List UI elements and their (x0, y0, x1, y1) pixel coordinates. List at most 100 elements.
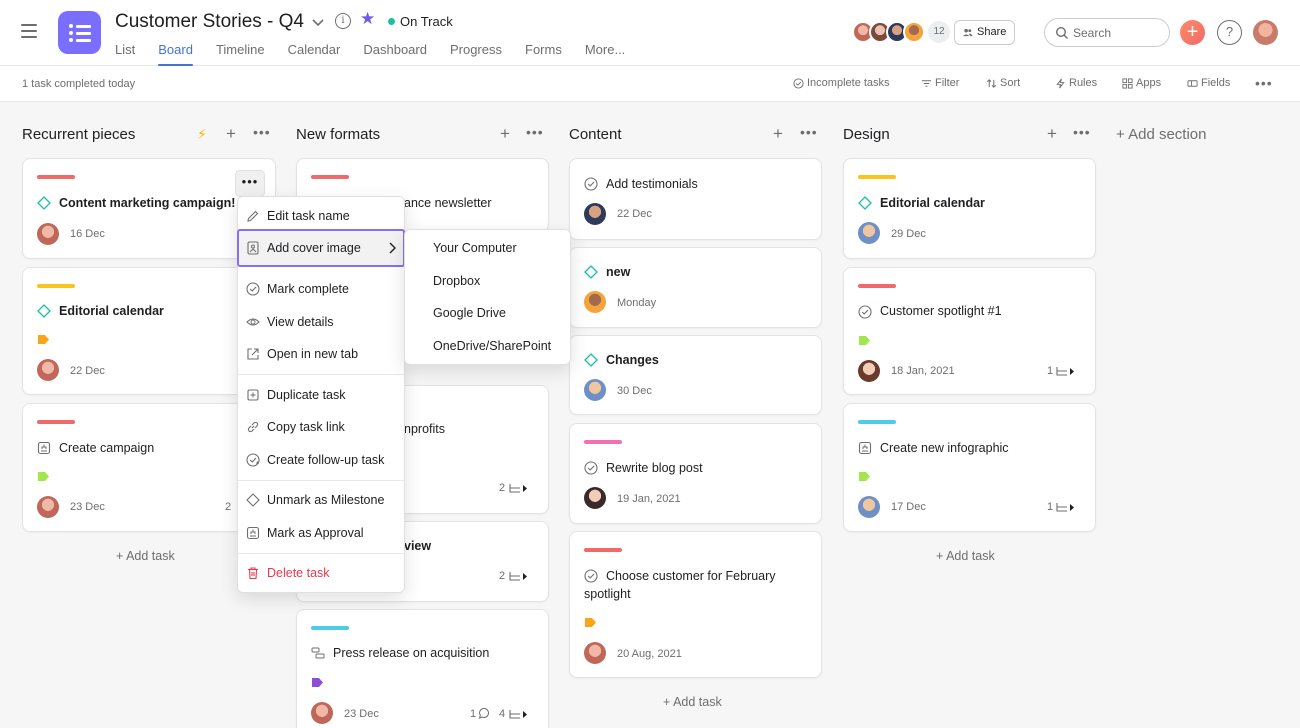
add-task-plus-icon[interactable]: + (1047, 124, 1057, 143)
task-card[interactable]: Choose customer for February spotlight 2… (569, 531, 822, 678)
due-date[interactable]: 20 Aug, 2021 (617, 648, 682, 660)
tab-dashboard[interactable]: Dashboard (363, 42, 427, 57)
milestone-diamond-icon[interactable] (37, 304, 51, 318)
fields-button[interactable]: Fields (1187, 77, 1230, 89)
column-options-icon[interactable]: ••• (526, 124, 544, 140)
task-card[interactable]: new Monday (569, 247, 822, 328)
milestone-diamond-icon[interactable] (584, 265, 598, 279)
task-card[interactable]: Create new infographic 17 Dec 1 (843, 403, 1096, 532)
avatar[interactable] (584, 203, 606, 225)
add-task-plus-icon[interactable]: + (226, 124, 236, 143)
subtask-count[interactable]: 2 (499, 570, 506, 582)
column-options-icon[interactable]: ••• (253, 124, 271, 140)
bolt-icon[interactable]: ⚡ (197, 126, 207, 142)
task-card[interactable]: Create campaign 23 Dec 2 (22, 403, 276, 532)
star-icon[interactable]: ★ (360, 9, 376, 28)
subtask-count[interactable]: 1 (1047, 365, 1054, 377)
add-task-plus-icon[interactable]: + (773, 124, 783, 143)
menu-item-copy-task-link[interactable]: Copy task link (238, 411, 404, 443)
user-avatar[interactable] (1253, 20, 1278, 45)
dependency-icon[interactable] (311, 646, 325, 660)
task-card[interactable]: Editorial calendar 22 Dec (22, 267, 276, 395)
due-date[interactable]: 23 Dec (70, 501, 105, 513)
avatar[interactable] (858, 360, 880, 382)
rules-button[interactable]: Rules (1055, 77, 1097, 89)
task-card[interactable]: Editorial calendar 29 Dec (843, 158, 1096, 259)
due-date[interactable]: Monday (617, 297, 657, 309)
project-title[interactable]: Customer Stories - Q4 (115, 11, 304, 32)
menu-toggle-icon[interactable] (21, 24, 37, 38)
submenu-item-onedrive[interactable]: OneDrive/SharePoint (433, 339, 552, 353)
subtask-count[interactable]: 1 (1047, 501, 1054, 513)
column-title-design[interactable]: Design (843, 126, 890, 143)
milestone-diamond-icon[interactable] (584, 353, 598, 367)
menu-item-mark-approval[interactable]: Mark as Approval (238, 517, 404, 549)
task-card[interactable]: Content marketing campaign! 16 Dec (22, 158, 276, 259)
avatar[interactable] (858, 496, 880, 518)
menu-item-delete-task[interactable]: Delete task (238, 557, 404, 589)
due-date[interactable]: 22 Dec (70, 365, 105, 377)
due-date[interactable]: 29 Dec (891, 228, 926, 240)
menu-item-duplicate-task[interactable]: Duplicate task (238, 379, 404, 411)
task-card[interactable]: Rewrite blog post 19 Jan, 2021 (569, 423, 822, 524)
tab-list[interactable]: List (115, 42, 136, 57)
sort-button[interactable]: Sort (986, 77, 1020, 89)
menu-item-mark-complete[interactable]: Mark complete (238, 273, 404, 305)
menu-item-create-follow-up[interactable]: Create follow-up task (238, 444, 404, 476)
incomplete-tasks-button[interactable]: Incomplete tasks (793, 77, 890, 89)
due-date[interactable]: 17 Dec (891, 501, 926, 513)
comment-count[interactable]: 1 (470, 708, 477, 720)
menu-item-add-cover-image[interactable]: Add cover image (237, 229, 405, 267)
apps-button[interactable]: Apps (1122, 77, 1161, 89)
avatar[interactable] (37, 359, 59, 381)
avatar[interactable] (858, 222, 880, 244)
column-title-content[interactable]: Content (569, 126, 622, 143)
milestone-diamond-icon[interactable] (858, 196, 872, 210)
tab-forms[interactable]: Forms (525, 42, 562, 57)
subtask-count[interactable]: 2 (499, 482, 506, 494)
share-button[interactable]: Share (954, 20, 1015, 45)
check-circle-icon[interactable] (584, 569, 598, 583)
add-task-button[interactable]: + Add task (663, 695, 722, 709)
subtask-count[interactable]: 2 (225, 501, 232, 513)
submenu-item-your-computer[interactable]: Your Computer (433, 241, 517, 255)
check-circle-icon[interactable] (858, 305, 872, 319)
approval-icon[interactable] (37, 441, 51, 455)
task-card[interactable]: Customer spotlight #1 18 Jan, 2021 1 (843, 267, 1096, 395)
add-task-button[interactable]: + Add task (116, 549, 175, 563)
due-date[interactable]: 19 Jan, 2021 (617, 493, 681, 505)
add-section-button[interactable]: + Add section (1116, 126, 1207, 143)
due-date[interactable]: 23 Dec (344, 708, 379, 720)
avatar[interactable] (584, 487, 606, 509)
info-icon[interactable]: i (335, 13, 351, 29)
help-button[interactable]: ? (1217, 20, 1242, 45)
avatar[interactable] (311, 702, 333, 724)
column-title-recurrent[interactable]: Recurrent pieces (22, 126, 136, 143)
task-card[interactable]: Press release on acquisition 23 Dec 1 4 (296, 609, 549, 728)
due-date[interactable]: 16 Dec (70, 228, 105, 240)
column-title-new-formats[interactable]: New formats (296, 126, 381, 143)
column-options-icon[interactable]: ••• (1073, 124, 1091, 140)
column-options-icon[interactable]: ••• (800, 124, 818, 140)
menu-item-edit-task-name[interactable]: Edit task name (238, 200, 404, 232)
filter-button[interactable]: Filter (921, 77, 959, 89)
tab-calendar[interactable]: Calendar (287, 42, 341, 57)
tab-board[interactable]: Board (158, 42, 193, 66)
milestone-diamond-icon[interactable] (37, 196, 51, 210)
avatar[interactable] (37, 223, 59, 245)
chevron-down-icon[interactable] (311, 15, 325, 29)
more-options-icon[interactable]: ••• (1255, 75, 1273, 91)
due-date[interactable]: 22 Dec (617, 208, 652, 220)
menu-item-unmark-milestone[interactable]: Unmark as Milestone (238, 484, 404, 516)
avatar[interactable] (37, 496, 59, 518)
due-date[interactable]: 30 Dec (617, 385, 652, 397)
avatar[interactable] (584, 642, 606, 664)
approval-icon[interactable] (858, 441, 872, 455)
tab-timeline[interactable]: Timeline (215, 42, 265, 57)
search-input[interactable] (1073, 24, 1163, 42)
avatar[interactable] (584, 379, 606, 401)
avatar[interactable] (584, 291, 606, 313)
subtask-count[interactable]: 4 (499, 708, 506, 720)
add-task-plus-icon[interactable]: + (500, 124, 510, 143)
check-circle-icon[interactable] (584, 461, 598, 475)
